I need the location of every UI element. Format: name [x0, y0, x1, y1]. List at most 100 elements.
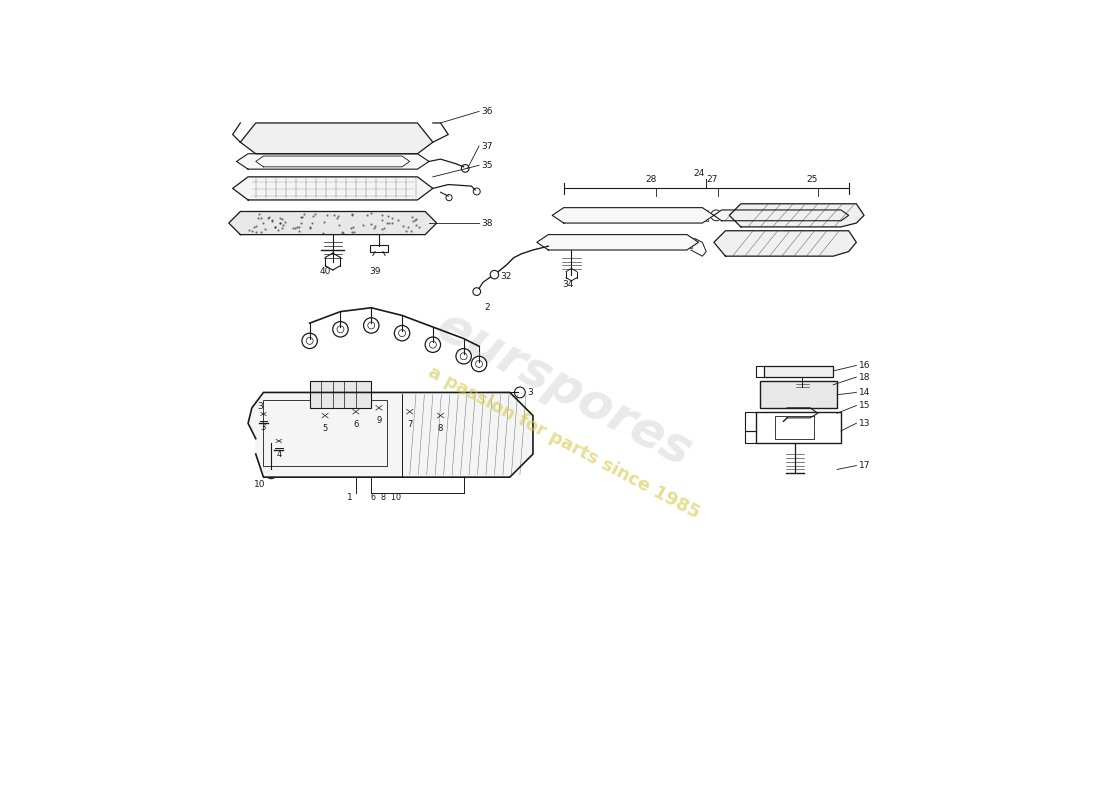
Point: [324, 209, 342, 222]
Point: [261, 210, 278, 223]
Circle shape: [402, 403, 418, 420]
Text: 3: 3: [257, 402, 263, 411]
Bar: [668, 237, 676, 248]
Point: [358, 209, 375, 222]
Text: 32: 32: [500, 273, 512, 282]
Point: [301, 221, 319, 234]
Text: 35: 35: [482, 161, 493, 170]
Circle shape: [371, 399, 387, 416]
Point: [379, 210, 397, 222]
Text: 2: 2: [484, 303, 490, 312]
Point: [399, 220, 417, 233]
Bar: [760, 381, 837, 408]
Bar: [575, 210, 584, 221]
Point: [273, 213, 290, 226]
Point: [365, 222, 383, 234]
Bar: [310, 381, 372, 408]
Point: [274, 222, 292, 234]
Point: [296, 207, 314, 220]
Point: [271, 217, 288, 230]
Point: [404, 214, 421, 227]
Bar: [668, 210, 676, 221]
Text: 4: 4: [276, 450, 282, 459]
Bar: [591, 237, 600, 248]
Point: [248, 225, 265, 238]
Point: [362, 207, 380, 220]
Circle shape: [432, 407, 449, 424]
Text: 13: 13: [859, 418, 870, 428]
Circle shape: [348, 403, 364, 420]
Bar: [637, 210, 646, 221]
Point: [366, 220, 384, 233]
Text: 5: 5: [322, 424, 328, 433]
Point: [284, 222, 301, 235]
Point: [328, 211, 345, 224]
Bar: [683, 237, 692, 248]
Text: 3: 3: [527, 388, 532, 397]
Bar: [606, 210, 615, 221]
Point: [354, 218, 372, 231]
Point: [248, 219, 265, 232]
Circle shape: [255, 406, 271, 422]
Circle shape: [266, 468, 276, 478]
Point: [251, 208, 268, 221]
Polygon shape: [240, 123, 432, 154]
Point: [362, 218, 380, 230]
Bar: [637, 237, 646, 248]
Bar: [606, 237, 615, 248]
Point: [374, 222, 392, 235]
Bar: [591, 210, 600, 221]
Polygon shape: [714, 210, 849, 221]
Point: [272, 217, 289, 230]
Point: [245, 220, 263, 233]
Text: eurspores: eurspores: [428, 301, 700, 476]
Polygon shape: [232, 177, 432, 200]
Point: [389, 214, 407, 226]
Polygon shape: [537, 234, 698, 250]
Text: 37: 37: [482, 142, 493, 150]
Point: [256, 223, 274, 236]
Point: [402, 224, 419, 237]
Point: [407, 212, 425, 225]
Text: 28: 28: [645, 174, 657, 184]
Text: 36: 36: [482, 107, 493, 116]
Point: [316, 216, 333, 229]
Circle shape: [317, 407, 333, 424]
Text: 25: 25: [806, 174, 818, 184]
Text: 39: 39: [370, 267, 381, 276]
Point: [268, 223, 286, 236]
Point: [288, 221, 306, 234]
Circle shape: [272, 434, 286, 449]
Text: 6  8  10: 6 8 10: [372, 494, 402, 502]
Point: [381, 217, 398, 230]
Point: [292, 210, 309, 223]
Point: [264, 214, 282, 227]
Point: [378, 217, 396, 230]
Point: [383, 217, 400, 230]
Bar: [264, 400, 387, 466]
Text: 8: 8: [438, 424, 443, 433]
Bar: [652, 210, 661, 221]
Point: [276, 215, 294, 228]
Text: 9: 9: [376, 417, 382, 426]
Point: [373, 214, 390, 226]
Text: 14: 14: [859, 388, 870, 397]
Bar: [757, 412, 842, 442]
Polygon shape: [236, 154, 429, 169]
Text: 7: 7: [407, 420, 412, 430]
Point: [263, 214, 280, 226]
Point: [344, 221, 362, 234]
Text: 34: 34: [562, 280, 573, 289]
Point: [343, 208, 361, 221]
Bar: [575, 237, 584, 248]
Point: [333, 226, 351, 238]
Bar: [652, 237, 661, 248]
Point: [343, 226, 361, 238]
Point: [250, 212, 267, 225]
Text: 38: 38: [482, 218, 493, 227]
Polygon shape: [729, 204, 865, 227]
Text: 10: 10: [254, 480, 265, 490]
Bar: [763, 366, 834, 377]
Point: [345, 226, 363, 239]
Text: 15: 15: [859, 401, 870, 410]
